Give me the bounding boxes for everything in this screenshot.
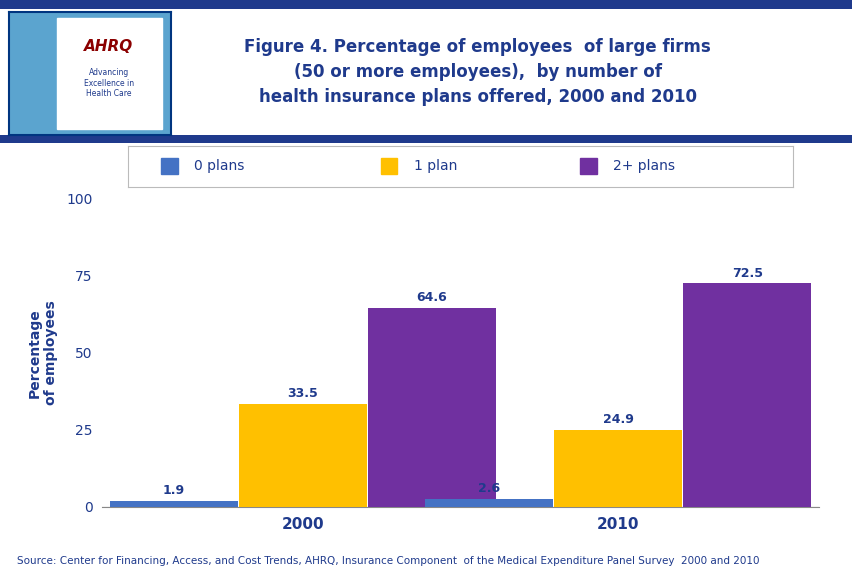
Text: Figure 4. Percentage of employees  of large firms
(50 or more employees),  by nu: Figure 4. Percentage of employees of lar… (244, 38, 711, 106)
Text: 64.6: 64.6 (416, 291, 446, 304)
Text: Advancing
Excellence in
Health Care: Advancing Excellence in Health Care (83, 69, 134, 98)
Text: 1.9: 1.9 (163, 484, 185, 497)
Text: 24.9: 24.9 (602, 414, 633, 426)
Text: AHRQ: AHRQ (84, 39, 134, 54)
Bar (554, 430, 682, 507)
Bar (682, 283, 810, 507)
Bar (368, 308, 495, 507)
Bar (239, 404, 366, 507)
Bar (425, 499, 552, 507)
Bar (380, 158, 397, 174)
Text: 2.6: 2.6 (478, 482, 500, 495)
Text: 72.5: 72.5 (731, 267, 762, 280)
Bar (57, 18, 162, 129)
Text: Source: Center for Financing, Access, and Cost Trends, AHRQ, Insurance Component: Source: Center for Financing, Access, an… (17, 556, 758, 566)
Text: 2+ plans: 2+ plans (613, 158, 675, 173)
Text: 0 plans: 0 plans (194, 158, 245, 173)
Bar (579, 158, 596, 174)
Text: 33.5: 33.5 (287, 387, 318, 400)
Y-axis label: Percentage
of employees: Percentage of employees (28, 301, 58, 405)
Bar (110, 501, 238, 507)
Text: 1 plan: 1 plan (413, 158, 457, 173)
Bar (161, 158, 177, 174)
